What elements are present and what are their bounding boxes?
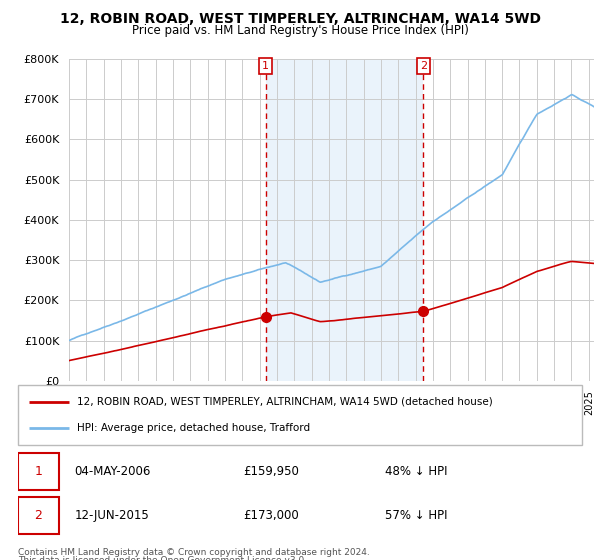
Text: 1: 1 bbox=[34, 465, 42, 478]
Text: Price paid vs. HM Land Registry's House Price Index (HPI): Price paid vs. HM Land Registry's House … bbox=[131, 24, 469, 36]
Text: 12, ROBIN ROAD, WEST TIMPERLEY, ALTRINCHAM, WA14 5WD: 12, ROBIN ROAD, WEST TIMPERLEY, ALTRINCH… bbox=[59, 12, 541, 26]
FancyBboxPatch shape bbox=[18, 497, 59, 534]
Text: 2: 2 bbox=[34, 509, 42, 522]
Text: This data is licensed under the Open Government Licence v3.0.: This data is licensed under the Open Gov… bbox=[18, 556, 307, 560]
Bar bbox=[266, 59, 424, 381]
Text: HPI: Average price, detached house, Trafford: HPI: Average price, detached house, Traf… bbox=[77, 423, 310, 433]
FancyBboxPatch shape bbox=[18, 453, 59, 490]
Text: Contains HM Land Registry data © Crown copyright and database right 2024.: Contains HM Land Registry data © Crown c… bbox=[18, 548, 370, 557]
Text: 04-MAY-2006: 04-MAY-2006 bbox=[74, 465, 151, 478]
Text: 12, ROBIN ROAD, WEST TIMPERLEY, ALTRINCHAM, WA14 5WD (detached house): 12, ROBIN ROAD, WEST TIMPERLEY, ALTRINCH… bbox=[77, 396, 493, 407]
Text: 2: 2 bbox=[420, 61, 427, 71]
Text: £159,950: £159,950 bbox=[244, 465, 299, 478]
Text: 48% ↓ HPI: 48% ↓ HPI bbox=[385, 465, 447, 478]
Text: 57% ↓ HPI: 57% ↓ HPI bbox=[385, 509, 447, 522]
Text: £173,000: £173,000 bbox=[244, 509, 299, 522]
FancyBboxPatch shape bbox=[18, 385, 582, 445]
Text: 1: 1 bbox=[262, 61, 269, 71]
Text: 12-JUN-2015: 12-JUN-2015 bbox=[74, 509, 149, 522]
